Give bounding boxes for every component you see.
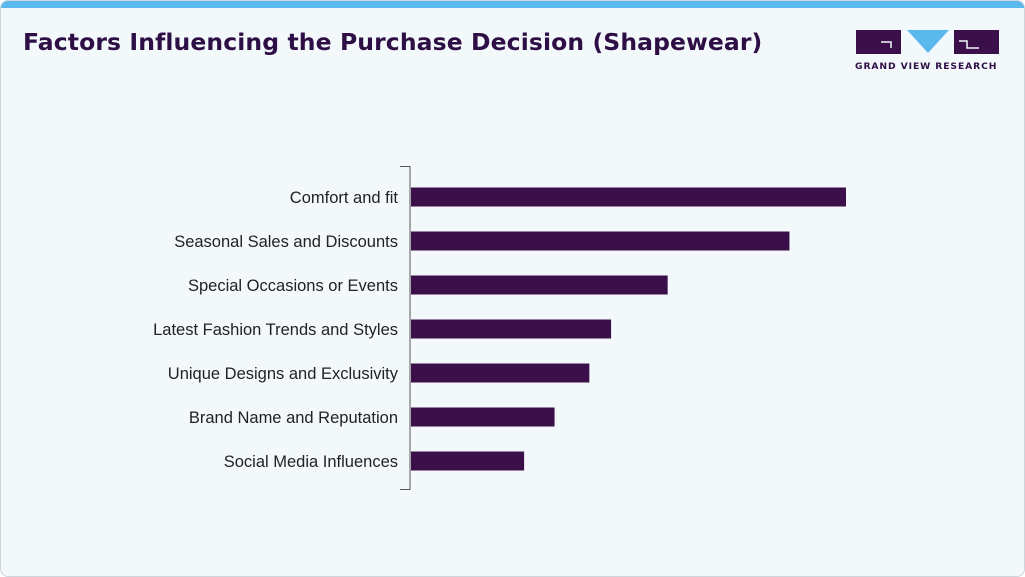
category-label: Seasonal Sales and Discounts bbox=[174, 233, 398, 251]
category-label-group: Comfort and fit Seasonal Sales and Discou… bbox=[153, 189, 399, 471]
accent-top-bar bbox=[1, 1, 1024, 8]
bar-unique-designs-and-exclusivity bbox=[411, 363, 590, 383]
bar-seasonal-sales-and-discounts bbox=[411, 231, 790, 251]
page-title: Factors Influencing the Purchase Decisio… bbox=[23, 28, 763, 56]
category-label: Comfort and fit bbox=[290, 189, 399, 207]
category-label: Social Media Influences bbox=[224, 453, 398, 471]
logo-text: GRAND VIEW RESEARCH bbox=[855, 61, 998, 72]
bar-latest-fashion-trends-and-styles bbox=[411, 319, 612, 339]
category-label: Latest Fashion Trends and Styles bbox=[153, 321, 398, 339]
bar-special-occasions-or-events bbox=[411, 275, 668, 295]
bar-social-media-influences bbox=[411, 451, 525, 471]
grand-view-research-logo: GRAND VIEW RESEARCH bbox=[855, 29, 999, 73]
category-label: Unique Designs and Exclusivity bbox=[168, 365, 399, 383]
logo-mark-icon bbox=[856, 30, 999, 54]
category-label: Special Occasions or Events bbox=[188, 277, 398, 295]
category-label: Brand Name and Reputation bbox=[189, 409, 398, 427]
bar-brand-name-and-reputation bbox=[411, 407, 555, 427]
bar-comfort-and-fit bbox=[411, 187, 846, 207]
bar-group bbox=[411, 187, 846, 471]
